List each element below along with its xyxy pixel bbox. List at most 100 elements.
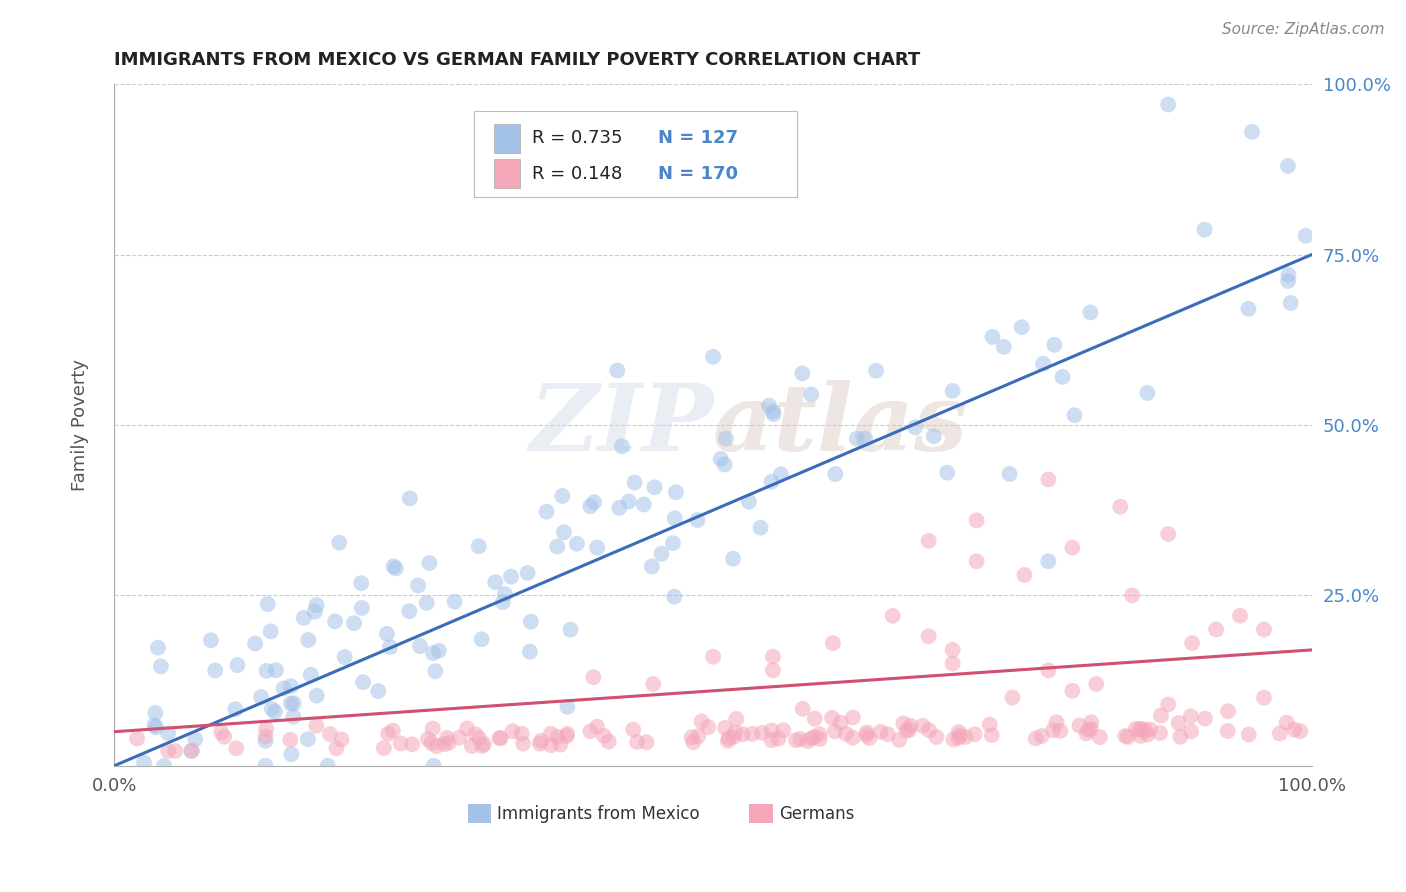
Point	[418, 556, 440, 570]
Point	[1063, 408, 1085, 422]
Point	[980, 728, 1002, 742]
Point	[1157, 97, 1180, 112]
Point	[333, 650, 356, 665]
Bar	[468, 804, 492, 823]
Point	[762, 407, 785, 421]
Point	[436, 731, 458, 745]
Point	[830, 715, 852, 730]
Point	[797, 734, 820, 748]
Point	[471, 632, 494, 647]
Point	[925, 730, 948, 744]
Point	[942, 384, 965, 398]
Point	[842, 731, 865, 745]
Point	[143, 718, 166, 732]
Point	[966, 554, 988, 568]
Point	[378, 640, 401, 655]
Point	[900, 719, 922, 733]
Point	[343, 616, 366, 631]
Point	[1032, 357, 1054, 371]
Point	[855, 728, 877, 742]
Point	[758, 399, 780, 413]
FancyBboxPatch shape	[474, 112, 797, 196]
Point	[499, 569, 522, 583]
Point	[1253, 623, 1275, 637]
Point	[557, 699, 579, 714]
Point	[769, 467, 792, 482]
Point	[1170, 730, 1192, 744]
Point	[260, 624, 283, 639]
Point	[897, 723, 920, 738]
Point	[853, 432, 876, 446]
Point	[472, 737, 495, 751]
Point	[749, 521, 772, 535]
Point	[824, 467, 846, 481]
Point	[184, 732, 207, 747]
Point	[415, 596, 437, 610]
Point	[1253, 690, 1275, 705]
Point	[260, 702, 283, 716]
Point	[979, 717, 1001, 731]
Point	[565, 537, 588, 551]
Point	[1180, 709, 1202, 723]
Point	[352, 675, 374, 690]
Text: atlas: atlas	[713, 380, 969, 470]
Point	[226, 658, 249, 673]
Point	[617, 494, 640, 508]
Point	[422, 646, 444, 660]
Point	[761, 475, 783, 489]
Point	[305, 598, 328, 612]
Point	[690, 714, 713, 729]
Point	[468, 539, 491, 553]
Point	[751, 726, 773, 740]
Point	[377, 727, 399, 741]
Point	[889, 733, 911, 747]
Point	[1088, 730, 1111, 744]
Point	[1194, 222, 1216, 236]
Point	[516, 566, 538, 580]
Point	[768, 731, 790, 746]
Point	[264, 705, 287, 719]
Point	[316, 759, 339, 773]
Point	[623, 475, 645, 490]
Point	[553, 525, 575, 540]
Text: N = 170: N = 170	[658, 165, 738, 183]
Point	[1136, 386, 1159, 401]
Point	[555, 727, 578, 741]
Text: ZIP: ZIP	[529, 380, 713, 470]
Point	[389, 736, 412, 750]
Point	[468, 731, 491, 746]
Point	[425, 664, 447, 678]
Point	[416, 732, 439, 747]
Point	[256, 664, 278, 678]
Point	[1157, 698, 1180, 712]
Point	[243, 636, 266, 650]
Point	[381, 723, 404, 738]
Point	[1181, 636, 1204, 650]
Point	[304, 605, 326, 619]
Point	[762, 404, 785, 418]
Point	[1109, 500, 1132, 514]
Point	[664, 511, 686, 525]
Point	[1080, 305, 1102, 319]
Point	[583, 495, 606, 509]
Point	[1116, 730, 1139, 744]
Point	[636, 735, 658, 749]
Bar	[749, 804, 773, 823]
Point	[1240, 125, 1263, 139]
Point	[998, 467, 1021, 481]
Point	[540, 738, 562, 752]
Point	[1277, 159, 1299, 173]
Point	[330, 732, 353, 747]
Point	[1069, 718, 1091, 732]
Point	[650, 547, 672, 561]
Point	[401, 737, 423, 751]
Point	[399, 491, 422, 506]
Point	[963, 727, 986, 741]
Point	[821, 711, 844, 725]
Point	[305, 719, 328, 733]
Point	[882, 608, 904, 623]
Point	[761, 733, 783, 747]
Point	[1237, 301, 1260, 316]
Point	[643, 677, 665, 691]
Point	[1043, 338, 1066, 352]
